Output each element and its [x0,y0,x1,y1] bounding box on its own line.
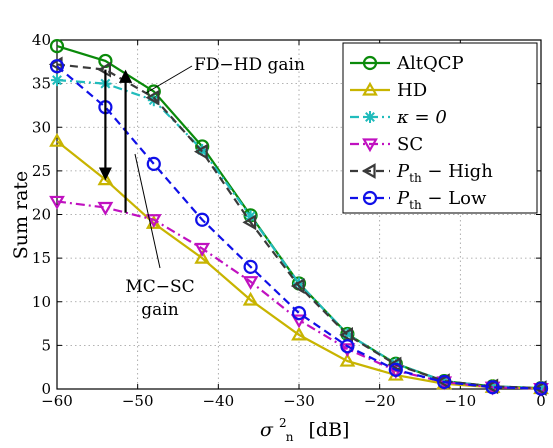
legend-marker-2 [364,111,376,123]
legend-label-sc: SC [397,134,423,155]
data-point-4 [48,56,63,73]
axis-ticks: −60 −50 −40 −30 −20 −10 0 0 5 10 15 20 25 30 35 40 [32,31,546,410]
x-axis-label: σ 2 n [dB] [260,410,349,446]
data-point-3 [145,214,162,228]
data-point-4 [242,214,257,231]
data-point-5 [485,380,500,395]
data-point-2 [244,210,257,223]
mc-sc-gain-label-line1: MC−SC [125,277,194,297]
x-axis-label-symbol: σ [260,419,274,441]
legend-pth-low-rest: − Low [422,188,487,209]
x-tick-label: −50 [122,392,154,410]
legend-marker-3 [362,138,378,153]
legend-label-kappa: κ = 0 [396,107,447,128]
data-point-5 [243,259,258,274]
legend-box [342,42,538,214]
fd-hd-leader-line [145,65,193,94]
series-line-5 [56,65,542,390]
data-point-4 [339,327,353,343]
legend-marker-0 [362,55,378,71]
fd-hd-gain-label: FD−HD gain [194,55,305,75]
x-axis-label-subscript: n [286,430,294,444]
x-tick-label: −30 [283,392,315,410]
data-point-2 [51,74,63,87]
gain-arrows [98,69,133,213]
annotation-mc-sc: MC−SC gain [125,153,195,320]
y-tick-label: 30 [32,118,51,136]
legend-label-pth-high: Pth − High [396,161,493,185]
legend-pth-high-rest: − High [422,161,494,182]
legend-marker-5 [362,190,378,206]
data-point-5 [291,305,307,321]
mc-sc-leader-line [134,153,161,269]
data-point-4 [193,143,208,160]
series-line-2 [56,79,542,390]
data-point-4 [290,278,305,294]
legend-marker-4 [361,163,376,179]
data-point-2-stroke [245,211,256,222]
data-point-0 [49,39,65,54]
legend-label-hd: HD [397,80,427,101]
data-point-4 [532,380,547,397]
data-point-3 [97,201,114,216]
x-tick-label: 0 [536,392,546,410]
data-point-5 [388,362,403,377]
x-tick-label: −20 [364,392,396,410]
y-tick-label: 25 [32,162,51,180]
data-point-2-stroke [52,75,62,86]
legend-pth-low-sub: th [409,198,422,212]
x-tick-label: −10 [445,392,477,410]
x-axis-label-superscript: 2 [279,416,287,430]
data-point-5 [340,339,355,354]
legend-marks [350,55,390,206]
mc-sc-gain-label-line2: gain [141,300,178,320]
legend-pth-high-main: P [396,161,410,182]
x-tick-label: −60 [41,392,73,410]
data-point-3 [194,242,211,257]
data-point-4 [145,89,160,106]
annotation-fd-hd: FD−HD gain [145,55,305,94]
data-point-1 [291,326,307,341]
series-line-1 [56,140,542,390]
y-tick-label: 0 [41,380,51,398]
data-point-3 [242,276,259,290]
legend: AltQCP HD κ = 0 SC Pth − High Pth − Low [342,42,538,214]
data-point-1 [194,249,211,264]
legend-label-altqcp: AltQCP [396,53,464,74]
data-point-5 [49,59,65,74]
data-point-5 [146,156,161,171]
data-point-5 [533,381,549,396]
y-tick-label: 40 [32,31,51,49]
data-point-4 [435,373,450,390]
data-point-3 [49,195,65,210]
data-point-5 [437,374,452,390]
data-point-3 [339,343,356,358]
data-point-3 [291,314,307,329]
y-tick-label: 15 [32,249,51,267]
y-tick-label: 35 [32,75,51,93]
y-tick-label: 20 [32,206,51,224]
y-axis-label: Sum rate [10,171,32,260]
legend-pth-high-sub: th [409,171,422,185]
y-tick-label: 10 [32,293,51,311]
data-point-5 [195,212,210,227]
y-tick-label: 5 [41,336,51,354]
legend-label-pth-low: Pth − Low [396,188,487,212]
legend-marker-1 [362,81,378,96]
x-axis-label-unit: [dB] [309,419,350,441]
data-point-1 [242,291,259,306]
legend-pth-low-main: P [396,188,410,209]
data-point-1 [339,352,356,367]
legend-marker-2-stroke [365,112,375,122]
x-tick-label: −40 [203,392,235,410]
data-point-1 [49,132,65,147]
